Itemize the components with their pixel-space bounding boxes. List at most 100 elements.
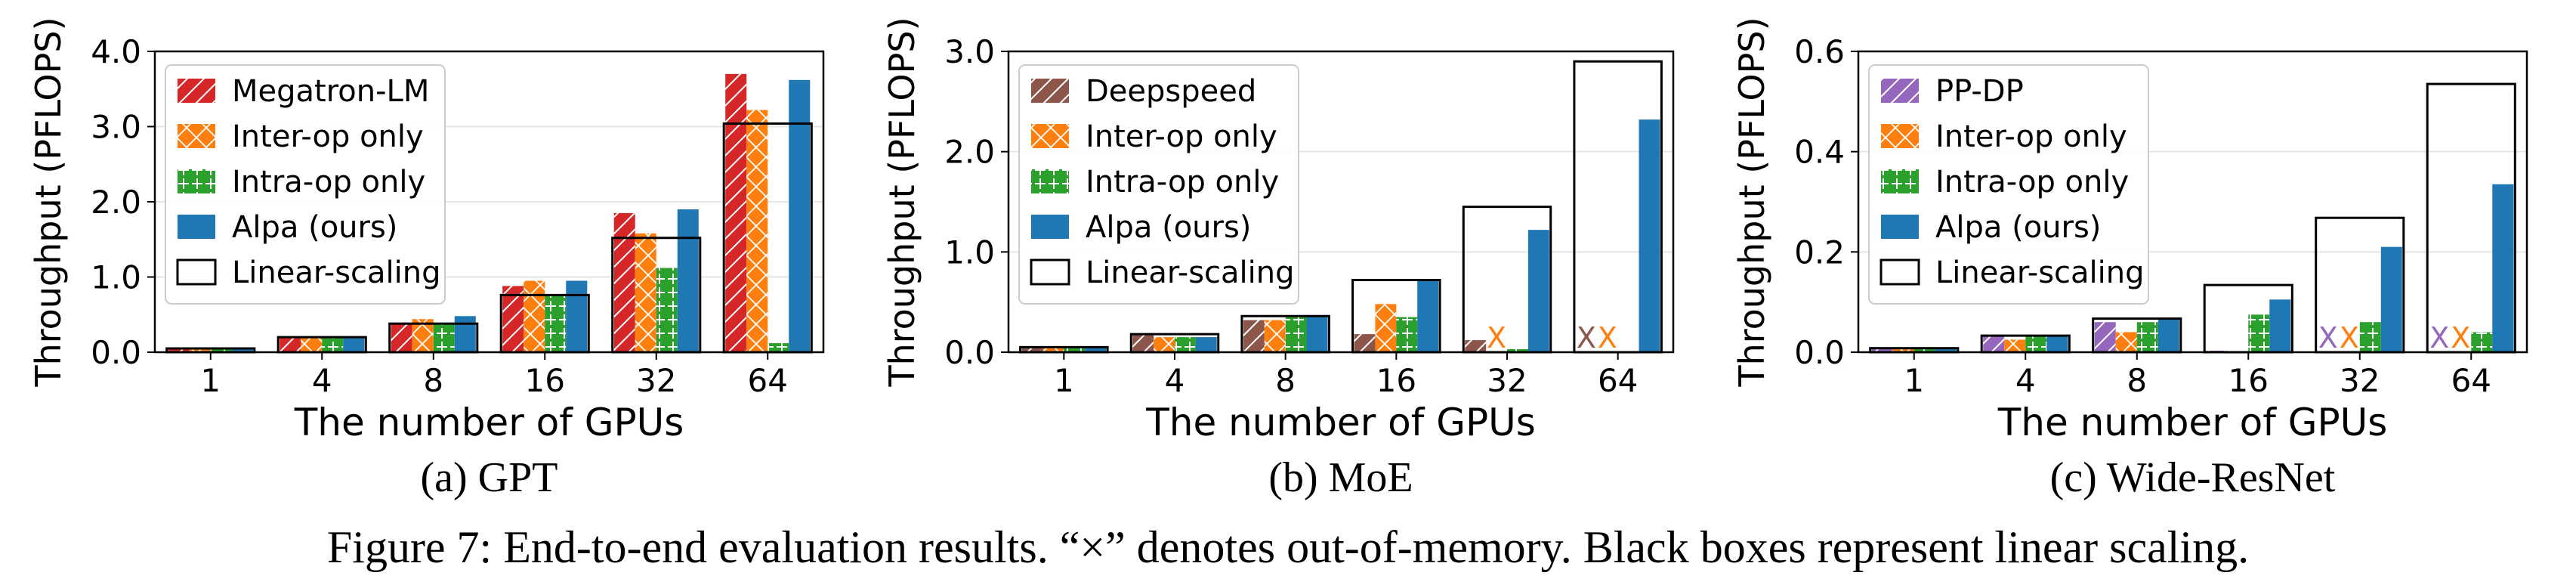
bar-hatch bbox=[301, 337, 323, 352]
legend-swatch-hatch bbox=[1031, 124, 1069, 148]
bar-hatch bbox=[768, 343, 789, 352]
bar bbox=[566, 280, 588, 352]
bar-hatch bbox=[656, 268, 678, 352]
y-tick-label: 0.6 bbox=[1794, 33, 1845, 70]
bar-hatch bbox=[168, 348, 190, 352]
legend-swatch bbox=[1881, 215, 1919, 239]
x-tick-label: 32 bbox=[636, 362, 676, 399]
bar bbox=[2492, 184, 2514, 352]
y-tick-label: 2.0 bbox=[91, 184, 141, 221]
y-axis-label: Throughput (PFLOPS) bbox=[28, 17, 69, 387]
bar-hatch bbox=[1064, 347, 1086, 352]
bar-hatch bbox=[1132, 335, 1154, 352]
legend-swatch-hatch bbox=[178, 124, 215, 148]
legend-swatch-hatch bbox=[1881, 124, 1919, 148]
x-tick-label: 32 bbox=[1487, 362, 1527, 399]
legend-swatch-hatch bbox=[1031, 79, 1069, 103]
bar-hatch bbox=[2248, 314, 2270, 352]
figure-caption: Figure 7: End-to-end evaluation results.… bbox=[326, 522, 2250, 572]
bar-hatch bbox=[2094, 322, 2116, 352]
bar bbox=[2046, 336, 2068, 352]
bar-hatch bbox=[2004, 339, 2026, 352]
oom-marker: X bbox=[2318, 321, 2338, 354]
bar-hatch bbox=[613, 212, 635, 352]
bar-hatch bbox=[635, 233, 656, 352]
bar bbox=[2157, 319, 2179, 352]
legend-label: Inter-op only bbox=[1086, 119, 1277, 154]
oom-marker: X bbox=[2429, 321, 2449, 354]
bar-hatch bbox=[725, 73, 747, 352]
x-tick-label: 4 bbox=[2015, 362, 2036, 399]
bar-hatch bbox=[280, 337, 301, 352]
legend-box bbox=[1018, 64, 1299, 305]
legend-label: Deepspeed bbox=[1086, 74, 1256, 109]
y-tick-label: 0.4 bbox=[1794, 134, 1845, 171]
x-tick-label: 64 bbox=[2451, 362, 2491, 399]
legend-label: Inter-op only bbox=[1935, 119, 2127, 154]
bar bbox=[1085, 347, 1107, 352]
bar-hatch bbox=[1465, 340, 1487, 352]
oom-marker: X bbox=[1577, 321, 1596, 354]
bar-hatch bbox=[433, 323, 455, 352]
x-tick-label: 32 bbox=[2340, 362, 2380, 399]
bar bbox=[1417, 280, 1439, 352]
bar-hatch bbox=[1871, 348, 1893, 352]
legend-box bbox=[1868, 64, 2149, 305]
legend-swatch-hatch bbox=[1031, 169, 1069, 193]
legend-swatch bbox=[176, 258, 217, 286]
y-tick-label: 3.0 bbox=[91, 109, 141, 146]
y-tick-label: 1.0 bbox=[91, 259, 141, 296]
legend-label: Megatron-LM bbox=[232, 74, 429, 109]
legend-box bbox=[165, 64, 446, 305]
bar bbox=[1195, 337, 1217, 352]
bar-hatch bbox=[1243, 320, 1265, 352]
bar-hatch bbox=[1285, 317, 1307, 352]
bar bbox=[2269, 299, 2291, 352]
plot-frame bbox=[1857, 50, 2528, 354]
legend-label: PP-DP bbox=[1935, 74, 2024, 109]
y-tick-label: 4.0 bbox=[91, 33, 141, 70]
bar-hatch bbox=[1021, 347, 1043, 352]
y-axis-label: Throughput (PFLOPS) bbox=[1731, 17, 1772, 387]
legend-label: Linear-scaling bbox=[1086, 255, 1295, 290]
subcaption: (b) MoE bbox=[1268, 454, 1413, 501]
y-tick-label: 0.0 bbox=[944, 334, 995, 371]
x-tick-label: 16 bbox=[525, 362, 565, 399]
x-tick-label: 4 bbox=[1165, 362, 1185, 399]
bar bbox=[677, 209, 699, 352]
bar-hatch bbox=[524, 280, 545, 352]
x-tick-label: 1 bbox=[1054, 362, 1074, 399]
x-tick-label: 8 bbox=[1275, 362, 1296, 399]
legend-swatch-hatch bbox=[1881, 79, 1919, 103]
bar bbox=[1639, 119, 1660, 353]
x-tick-label: 1 bbox=[1904, 362, 1924, 399]
bar-hatch bbox=[210, 348, 232, 352]
bar-hatch bbox=[1042, 347, 1064, 352]
legend-swatch-hatch bbox=[178, 79, 215, 103]
x-tick-label: 8 bbox=[2127, 362, 2147, 399]
legend-label: Alpa (ours) bbox=[1086, 210, 1251, 245]
bar-hatch bbox=[2115, 332, 2137, 352]
bar-hatch bbox=[189, 348, 211, 352]
bar-hatch bbox=[1375, 304, 1397, 352]
bar-hatch bbox=[1396, 317, 1418, 352]
bar bbox=[343, 337, 365, 352]
oom-marker: X bbox=[1487, 321, 1506, 354]
bar-hatch bbox=[545, 295, 567, 352]
y-tick-label: 0.0 bbox=[91, 334, 141, 371]
legend-label: Intra-op only bbox=[1935, 165, 2129, 200]
bar-hatch bbox=[2359, 322, 2381, 352]
bar-hatch bbox=[2025, 336, 2047, 352]
y-tick-label: 3.0 bbox=[944, 33, 995, 70]
y-tick-label: 0.2 bbox=[1794, 234, 1845, 271]
x-tick-label: 1 bbox=[200, 362, 221, 399]
legend-label: Inter-op only bbox=[232, 119, 424, 154]
bar-hatch bbox=[1175, 337, 1196, 352]
bar bbox=[789, 79, 811, 352]
x-tick-label: 64 bbox=[748, 362, 788, 399]
bar-hatch bbox=[1264, 320, 1286, 352]
bar-hatch bbox=[1913, 348, 1935, 352]
legend-swatch-hatch bbox=[178, 169, 215, 193]
